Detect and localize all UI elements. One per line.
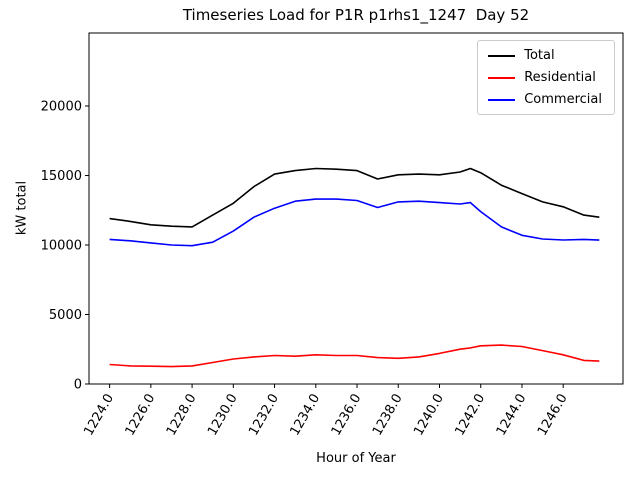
x-tick-label: 1244.0 [494, 392, 530, 439]
x-tick-label: 1240.0 [411, 392, 447, 439]
x-tick-label: 1246.0 [535, 392, 571, 439]
x-tick-label: 1236.0 [329, 392, 365, 439]
legend-item-residential: Residential [488, 70, 602, 85]
legend-item-total: Total [488, 48, 602, 63]
y-tick-label: 15000 [41, 169, 82, 184]
series-line-residential [109, 344, 600, 368]
x-axis-label: Hour of Year [316, 451, 396, 466]
x-tick-label: 1224.0 [81, 392, 117, 439]
y-tick-label: 20000 [41, 99, 82, 114]
legend-label: Residential [524, 70, 596, 85]
legend-line-swatch [488, 98, 516, 101]
x-tick-label: 1230.0 [205, 392, 241, 439]
legend-label: Total [524, 48, 555, 63]
legend-line-swatch [488, 54, 516, 57]
y-tick-label: 10000 [41, 238, 82, 253]
series-line-commercial [109, 198, 600, 247]
legend-line-swatch [488, 76, 516, 79]
x-tick-label: 1234.0 [288, 392, 324, 439]
x-tick-label: 1226.0 [123, 392, 159, 439]
x-tick-label: 1228.0 [164, 392, 200, 439]
axes-spines [88, 32, 624, 385]
x-tick-label: 1238.0 [370, 392, 406, 439]
x-tick-label: 1242.0 [452, 391, 488, 438]
legend: Total Residential Commercial [477, 40, 615, 115]
legend-label: Commercial [524, 92, 602, 107]
x-tick-label: 1232.0 [246, 392, 282, 439]
y-axis-label: kW total [14, 180, 30, 236]
chart-title: Timeseries Load for P1R p1rhs1_1247 Day … [182, 6, 530, 24]
y-tick-label: 0 [74, 378, 82, 393]
legend-item-commercial: Commercial [488, 92, 602, 107]
y-tick-label: 5000 [49, 308, 82, 323]
series-line-total [109, 167, 600, 228]
